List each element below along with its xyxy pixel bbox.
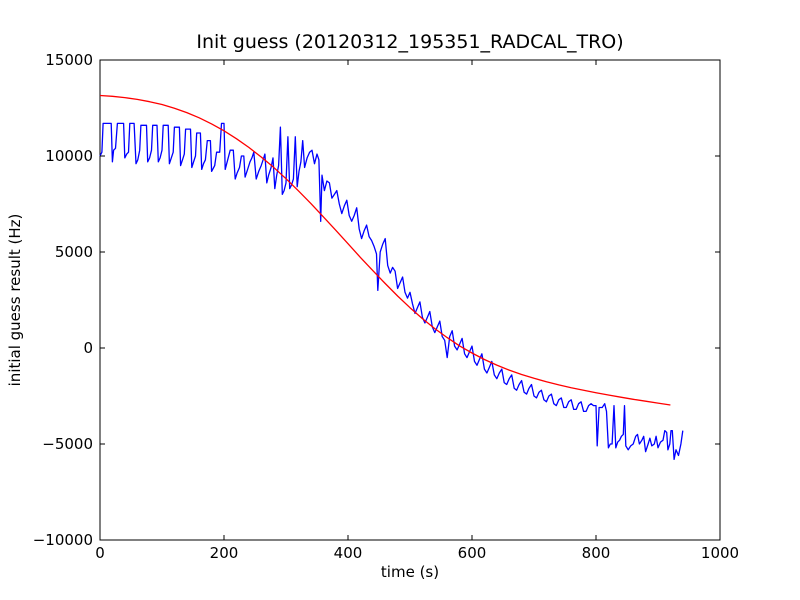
series-layer (99, 94, 684, 461)
y-tick-label: 0 (83, 339, 93, 357)
series-line-2 (99, 94, 671, 406)
y-tick-label: −10000 (33, 531, 93, 549)
x-tick-label: 400 (334, 544, 363, 562)
x-tick-label: 0 (95, 544, 105, 562)
tick-layer: 0 200 400 600 800 1000 −10000 −5000 0 5000 10000 15… (33, 51, 739, 562)
x-tick-label: 1000 (701, 544, 739, 562)
y-tick-label: −5000 (42, 435, 93, 453)
y-tick-label: 15000 (45, 51, 93, 69)
x-axis-label: time (s) (381, 563, 439, 581)
chart-title: Init guess (20120312_195351_RADCAL_TRO) (196, 31, 623, 53)
x-tick-label: 600 (458, 544, 487, 562)
series-line-1 (99, 122, 684, 461)
x-tick-label: 800 (582, 544, 611, 562)
y-tick-label: 10000 (45, 147, 93, 165)
x-tick-label: 200 (210, 544, 239, 562)
y-axis-label: initial guess result (Hz) (6, 214, 24, 387)
plot-area (99, 59, 721, 541)
y-tick-label: 5000 (55, 243, 93, 261)
